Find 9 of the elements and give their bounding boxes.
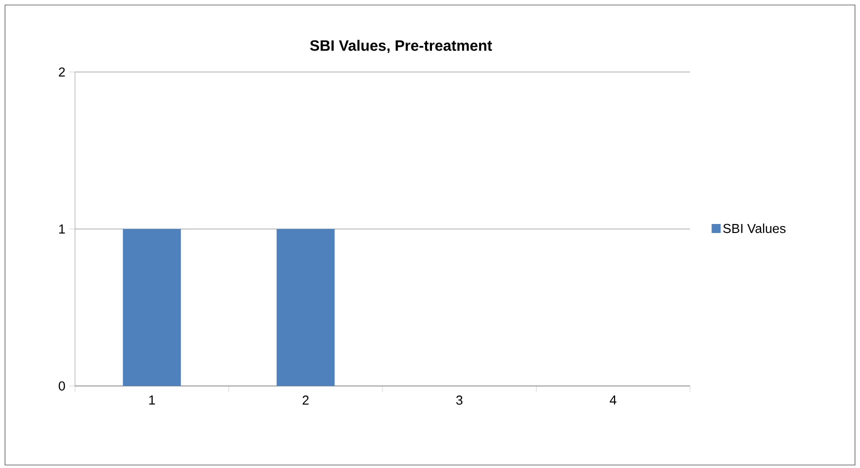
x-tick-label: 1	[149, 396, 155, 404]
x-tick-label: 3	[456, 396, 462, 405]
y-tick-label: 1	[59, 224, 65, 234]
y-tick-label: 2	[58, 67, 65, 77]
legend-label: SBI Values	[723, 224, 786, 234]
x-tick-label: 4	[610, 396, 616, 404]
chart-title: SBI Values, Pre-treatment	[310, 40, 492, 54]
y-tick-label: 0	[58, 381, 65, 391]
x-tick-label: 2	[302, 396, 309, 405]
